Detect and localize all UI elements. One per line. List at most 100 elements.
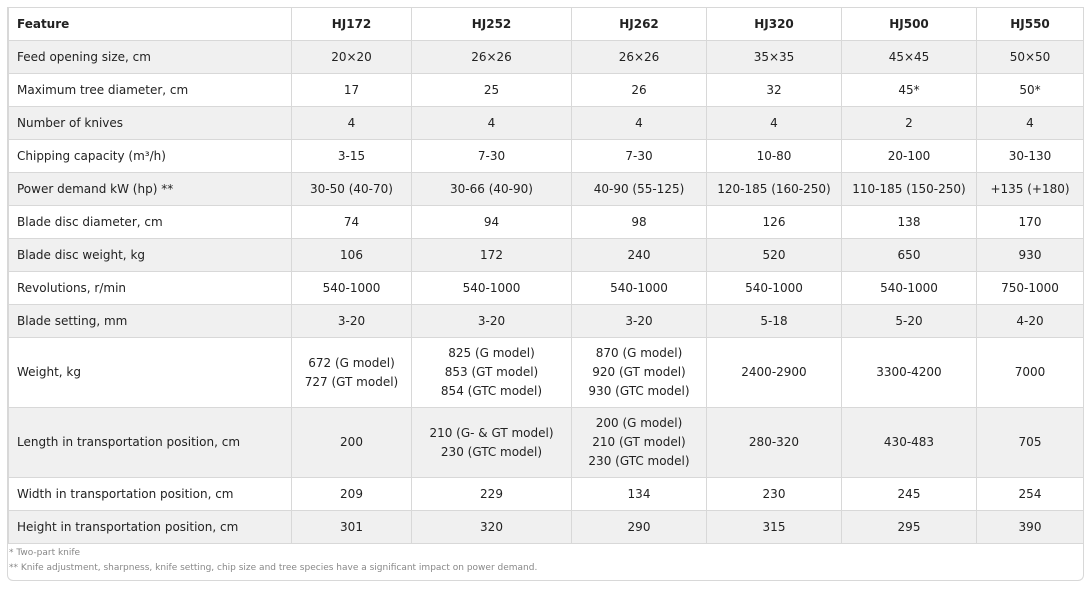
value-cell: 7-30 — [411, 139, 572, 173]
value-cell: 3-20 — [571, 304, 707, 338]
column-header-model: HJ320 — [706, 7, 842, 41]
value-cell: 2400-2900 — [706, 337, 842, 408]
value-cell: 540-1000 — [706, 271, 842, 305]
value-cell: 315 — [706, 510, 842, 544]
value-cell: 200 — [291, 407, 412, 478]
value-cell: 120-185 (160-250) — [706, 172, 842, 206]
value-cell: 98 — [571, 205, 707, 239]
table-row: Revolutions, r/min 540-1000 540-1000 540-10… — [8, 271, 1084, 305]
value-cell: 390 — [976, 510, 1084, 544]
value-cell: 930 — [976, 238, 1084, 272]
value-cell: 750-1000 — [976, 271, 1084, 305]
feature-cell: Weight, kg — [8, 337, 292, 408]
value-cell: 40-90 (55-125) — [571, 172, 707, 206]
value-cell: 10-80 — [706, 139, 842, 173]
column-header-feature: Feature — [8, 7, 292, 41]
value-cell: 172 — [411, 238, 572, 272]
value-cell: 200 (G model) 210 (GT model) 230 (GTC mo… — [571, 407, 707, 478]
value-cell: 45* — [841, 73, 977, 107]
value-cell: 672 (G model) 727 (GT model) — [291, 337, 412, 408]
value-cell: 26 — [571, 73, 707, 107]
feature-cell: Blade disc diameter, cm — [8, 205, 292, 239]
value-cell: 245 — [841, 477, 977, 511]
value-cell: 126 — [706, 205, 842, 239]
footnote: * Two-part knife — [9, 548, 81, 558]
value-cell: 35×35 — [706, 40, 842, 74]
value-cell: 50×50 — [976, 40, 1084, 74]
column-header-model: HJ252 — [411, 7, 572, 41]
value-cell: +135 (+180) — [976, 172, 1084, 206]
specs-table: Feature HJ172 HJ252 HJ262 HJ320 HJ500 HJ550 Fe… — [8, 7, 1084, 544]
column-header-model: HJ500 — [841, 7, 977, 41]
value-cell: 30-66 (40-90) — [411, 172, 572, 206]
value-cell: 7000 — [976, 337, 1084, 408]
table-row: Maximum tree diameter, cm 17 25 26 32 45* 50* — [8, 73, 1084, 107]
value-cell: 30-130 — [976, 139, 1084, 173]
value-cell: 280-320 — [706, 407, 842, 478]
value-cell: 301 — [291, 510, 412, 544]
value-cell: 290 — [571, 510, 707, 544]
feature-cell: Number of knives — [8, 106, 292, 140]
header-row: Feature HJ172 HJ252 HJ262 HJ320 HJ500 HJ550 — [8, 7, 1084, 41]
feature-cell: Blade setting, mm — [8, 304, 292, 338]
value-cell: 25 — [411, 73, 572, 107]
value-cell: 26×26 — [571, 40, 707, 74]
value-cell: 209 — [291, 477, 412, 511]
table-row: Weight, kg 672 (G model) 727 (GT model) 82… — [8, 337, 1084, 408]
table-row: Number of knives 4 4 4 4 2 4 — [8, 106, 1084, 140]
feature-cell: Maximum tree diameter, cm — [8, 73, 292, 107]
table-row: Power demand kW (hp) ** 30-50 (40-70) 30-6… — [8, 172, 1084, 206]
feature-cell: Feed opening size, cm — [8, 40, 292, 74]
footnote: ** Knife adjustment, sharpness, knife se… — [9, 563, 538, 573]
value-cell: 520 — [706, 238, 842, 272]
value-cell: 170 — [976, 205, 1084, 239]
table-row: Width in transportation position, cm 209 2… — [8, 477, 1084, 511]
feature-cell: Blade disc weight, kg — [8, 238, 292, 272]
column-header-model: HJ262 — [571, 7, 707, 41]
value-cell: 540-1000 — [571, 271, 707, 305]
column-header-model: HJ172 — [291, 7, 412, 41]
value-cell: 3300-4200 — [841, 337, 977, 408]
value-cell: 3-15 — [291, 139, 412, 173]
feature-cell: Width in transportation position, cm — [8, 477, 292, 511]
value-cell: 50* — [976, 73, 1084, 107]
value-cell: 825 (G model) 853 (GT model) 854 (GTC mo… — [411, 337, 572, 408]
value-cell: 138 — [841, 205, 977, 239]
column-header-model: HJ550 — [976, 7, 1084, 41]
table-row: Blade disc diameter, cm 74 94 98 126 138 170 — [8, 205, 1084, 239]
value-cell: 20-100 — [841, 139, 977, 173]
value-cell: 4 — [411, 106, 572, 140]
value-cell: 210 (G- & GT model) 230 (GTC model) — [411, 407, 572, 478]
value-cell: 705 — [976, 407, 1084, 478]
value-cell: 17 — [291, 73, 412, 107]
value-cell: 540-1000 — [411, 271, 572, 305]
table-row: Chipping capacity (m³/h) 3-15 7-30 7-30 10-8… — [8, 139, 1084, 173]
value-cell: 5-18 — [706, 304, 842, 338]
value-cell: 870 (G model) 920 (GT model) 930 (GTC mo… — [571, 337, 707, 408]
value-cell: 430-483 — [841, 407, 977, 478]
value-cell: 3-20 — [411, 304, 572, 338]
value-cell: 650 — [841, 238, 977, 272]
value-cell: 540-1000 — [291, 271, 412, 305]
value-cell: 94 — [411, 205, 572, 239]
value-cell: 254 — [976, 477, 1084, 511]
feature-cell: Length in transportation position, cm — [8, 407, 292, 478]
value-cell: 7-30 — [571, 139, 707, 173]
table-row: Height in transportation position, cm 301… — [8, 510, 1084, 544]
feature-cell: Revolutions, r/min — [8, 271, 292, 305]
value-cell: 3-20 — [291, 304, 412, 338]
value-cell: 5-20 — [841, 304, 977, 338]
feature-cell: Height in transportation position, cm — [8, 510, 292, 544]
value-cell: 110-185 (150-250) — [841, 172, 977, 206]
table-row: Blade setting, mm 3-20 3-20 3-20 5-18 5-20 4-2… — [8, 304, 1084, 338]
value-cell: 540-1000 — [841, 271, 977, 305]
value-cell: 74 — [291, 205, 412, 239]
value-cell: 32 — [706, 73, 842, 107]
value-cell: 4 — [976, 106, 1084, 140]
footnotes: * Two-part knife ** Knife adjustment, sh… — [8, 544, 1083, 580]
value-cell: 30-50 (40-70) — [291, 172, 412, 206]
value-cell: 4-20 — [976, 304, 1084, 338]
value-cell: 106 — [291, 238, 412, 272]
value-cell: 45×45 — [841, 40, 977, 74]
value-cell: 4 — [291, 106, 412, 140]
